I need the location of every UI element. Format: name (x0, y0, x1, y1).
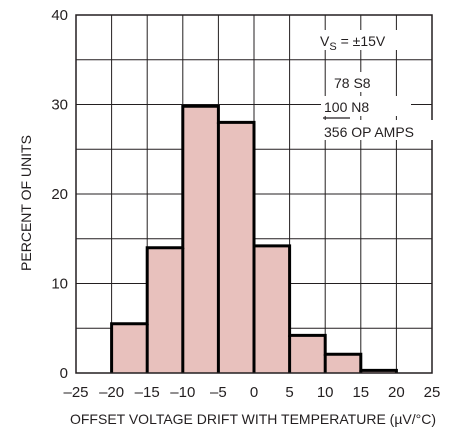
y-tick-label: 20 (51, 186, 68, 203)
x-tick-label: 0 (250, 384, 258, 401)
histogram-outline (110, 104, 398, 373)
y-tick-label: 0 (60, 365, 68, 382)
supply-voltage-label: VS = ±15V (320, 33, 386, 53)
histogram-bar (254, 245, 290, 373)
y-tick-label: 10 (51, 276, 68, 293)
x-tick-label: –20 (99, 384, 124, 401)
annotation-legend: VS = ±15V 78 S8 100 N8 356 OP AMPS (303, 30, 433, 140)
x-tick-labels: –25 –20 –15 –10 –5 0 5 10 15 20 25 (63, 384, 440, 401)
histogram-bars (110, 104, 398, 374)
x-tick-label: 15 (352, 384, 369, 401)
x-tick-label: –5 (210, 384, 227, 401)
y-tick-label: 40 (51, 7, 68, 24)
histogram-bar (147, 247, 183, 373)
histogram-bar (289, 335, 326, 373)
x-tick-label: –15 (135, 384, 160, 401)
y-tick-label: 30 (51, 97, 68, 114)
y-axis-label: PERCENT OF UNITS (18, 135, 34, 271)
histogram-bar (325, 354, 361, 373)
sample-s8-label: 78 S8 (334, 75, 371, 91)
x-tick-label: 20 (388, 384, 405, 401)
sample-n8-label: 100 N8 (324, 99, 369, 115)
plot-frame (75, 14, 433, 374)
x-axis-label: OFFSET VOLTAGE DRIFT WITH TEMPERATURE (µ… (70, 411, 436, 427)
total-op-amps-label: 356 OP AMPS (324, 124, 414, 140)
histogram-bar (111, 323, 148, 373)
histogram-bar (182, 106, 219, 373)
x-tick-label: –25 (63, 384, 88, 401)
x-tick-label: 25 (424, 384, 441, 401)
histogram-bar (218, 122, 254, 374)
y-tick-labels: 0 10 20 30 40 (51, 7, 68, 382)
x-tick-label: 5 (285, 384, 293, 401)
x-tick-label: –10 (170, 384, 195, 401)
x-tick-label: 10 (317, 384, 334, 401)
